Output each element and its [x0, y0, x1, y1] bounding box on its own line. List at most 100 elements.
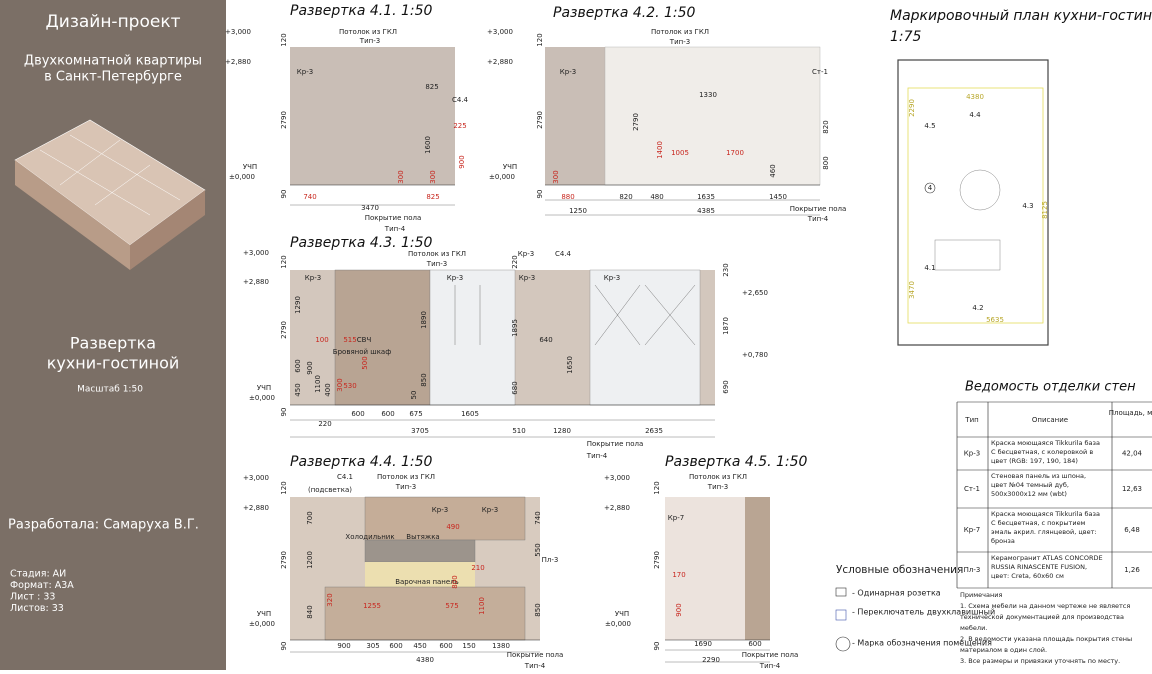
- plan-label: 4: [928, 184, 933, 192]
- dimension-label: 4380: [416, 656, 434, 664]
- dimension-label: +3,000: [487, 28, 513, 36]
- dimension-label: 120: [653, 481, 661, 494]
- elevation-title: Развертка 4.2. 1:50: [553, 5, 696, 21]
- table-note: 3. Все размеры и привязки уточнять по ме…: [960, 657, 1120, 665]
- dimension-label: УЧП: [257, 384, 271, 392]
- dimension-label: Тип-3: [395, 483, 416, 491]
- legend-item: - Марка обозначения помещения: [852, 639, 992, 648]
- table-cell: Краска моющаяся Tikkurila база: [991, 439, 1100, 447]
- elevation-title: Развертка 4.5. 1:50: [665, 454, 808, 470]
- dimension-label: 700: [306, 511, 314, 524]
- dimension-label: 100: [315, 336, 328, 344]
- lower-cabinets: [324, 586, 526, 641]
- model-3d: [14, 119, 206, 270]
- dimension-label: 1400: [656, 141, 664, 159]
- plan-title: Маркировочный план кухни-гостиной: [890, 8, 1152, 24]
- elevation-title: Развертка 4.1. 1:50: [290, 3, 433, 19]
- dimension-label: +2,880: [225, 58, 251, 66]
- dimension-label: 600: [389, 642, 402, 650]
- dimension-label: С4.4: [452, 96, 469, 104]
- dimension-label: +2,880: [604, 504, 630, 512]
- dimension-label: 320: [326, 593, 334, 606]
- dimension-label: 1100: [478, 597, 486, 615]
- dimension-label: Холодильник: [345, 533, 394, 541]
- dimension-label: 820: [619, 193, 632, 201]
- dimension-label: СВЧ: [357, 336, 372, 344]
- dimension-label: ±0,000: [489, 173, 515, 181]
- dimension-label: Покрытие пола: [507, 651, 564, 659]
- wall: [290, 47, 455, 185]
- dimension-label: 1895: [511, 319, 519, 337]
- table-grid: [956, 401, 1152, 589]
- dimension-label: Тип-3: [707, 483, 728, 491]
- dimension-label: 1890: [420, 311, 428, 329]
- dimension-label: 825: [426, 193, 439, 201]
- table-cell: Керамогранит ATLAS CONCORDE: [991, 554, 1103, 562]
- dimension-label: +3,000: [225, 28, 251, 36]
- table-cell: Краска моющаяся Tikkurila база: [991, 510, 1100, 518]
- legend-item: - Одинарная розетка: [852, 589, 941, 598]
- dimension-label: 600: [439, 642, 452, 650]
- legend-item: - Переключатель двухклавишный: [852, 608, 995, 617]
- table-note: Примечания: [960, 591, 1002, 599]
- dimension-label: Тип-3: [359, 37, 380, 45]
- table-cell: Кр-3: [964, 450, 980, 458]
- dimension-label: 150: [462, 642, 475, 650]
- dimension-label: Пл-3: [542, 556, 559, 564]
- dimension-label: +3,000: [243, 249, 269, 257]
- dimension-label: 2790: [653, 551, 661, 569]
- dimension-label: 2790: [536, 111, 544, 129]
- table-note: 1. Схема мебели на данном чертеже не явл…: [960, 602, 1130, 610]
- dimension-label: +2,880: [243, 278, 269, 286]
- dimension-label: 220: [318, 420, 331, 428]
- dimension-label: 1605: [461, 410, 479, 418]
- dimension-lines: [290, 199, 820, 663]
- dimension-label: 450: [413, 642, 426, 650]
- dimension-label: 1380: [492, 642, 510, 650]
- dimension-label: 1280: [553, 427, 571, 435]
- dimension-label: 1100: [314, 375, 322, 393]
- elevation-title: Развертка 4.3. 1:50: [290, 235, 433, 251]
- dimension-label: 4385: [697, 207, 715, 215]
- table-cell: 1,26: [1124, 566, 1140, 574]
- dimension-label: Покрытие пола: [365, 214, 422, 222]
- project-subtitle: в Санкт-Петербурге: [44, 70, 182, 85]
- dimension-label: 1200: [306, 551, 314, 569]
- table-note: материалом в один слой.: [960, 646, 1047, 654]
- dimension-label: 50: [410, 391, 418, 400]
- wall-panel: [604, 46, 821, 186]
- dimension-label: 230: [722, 263, 730, 276]
- dimension-label: Кр-3: [447, 274, 463, 282]
- dimension-label: 1635: [697, 193, 715, 201]
- dimension-label: 600: [294, 359, 302, 372]
- dimension-label: Кр-3: [604, 274, 620, 282]
- table-cell: RUSSIA RINASCENTE FUSION,: [991, 563, 1087, 571]
- dimension-label: Тип-4: [384, 225, 406, 233]
- dimension-label: 900: [675, 603, 683, 616]
- table-cell: С бесцветная, с покрытием: [991, 519, 1086, 527]
- dimension-label: УЧП: [243, 163, 257, 171]
- table-header: Описание: [1032, 416, 1068, 424]
- dimension-label: 300: [336, 378, 344, 391]
- table-header: Площадь, м²: [1109, 409, 1152, 417]
- dimension-label: Потолок из ГКЛ: [339, 28, 397, 36]
- dimension-label: 2790: [280, 111, 288, 129]
- dimension-label: 510: [512, 427, 525, 435]
- sheet-info: Лист : 33: [10, 592, 55, 603]
- dimension-label: ±0,000: [249, 620, 275, 628]
- dimension-label: Ст-1: [812, 68, 828, 76]
- window: [589, 269, 701, 406]
- plan-label: 4.4: [969, 111, 981, 119]
- table-cell: эмаль акрил. глянцевой, цвет:: [991, 528, 1097, 536]
- plan-label: 3470: [908, 281, 916, 299]
- dimension-label: 120: [280, 481, 288, 494]
- dimension-label: 530: [343, 382, 356, 390]
- dimension-label: 600: [351, 410, 364, 418]
- window-lines: [454, 284, 696, 346]
- dimension-label: Варочная панель: [395, 578, 459, 586]
- dimension-label: Тип-3: [426, 260, 447, 268]
- table-cell: цвет (RGB: 197, 190, 184): [991, 457, 1078, 465]
- dimension-label: 300: [397, 170, 405, 183]
- dimension-label: Покрытие пола: [790, 205, 847, 213]
- table-cell: С бесцветная, с колеровкой в: [991, 448, 1093, 456]
